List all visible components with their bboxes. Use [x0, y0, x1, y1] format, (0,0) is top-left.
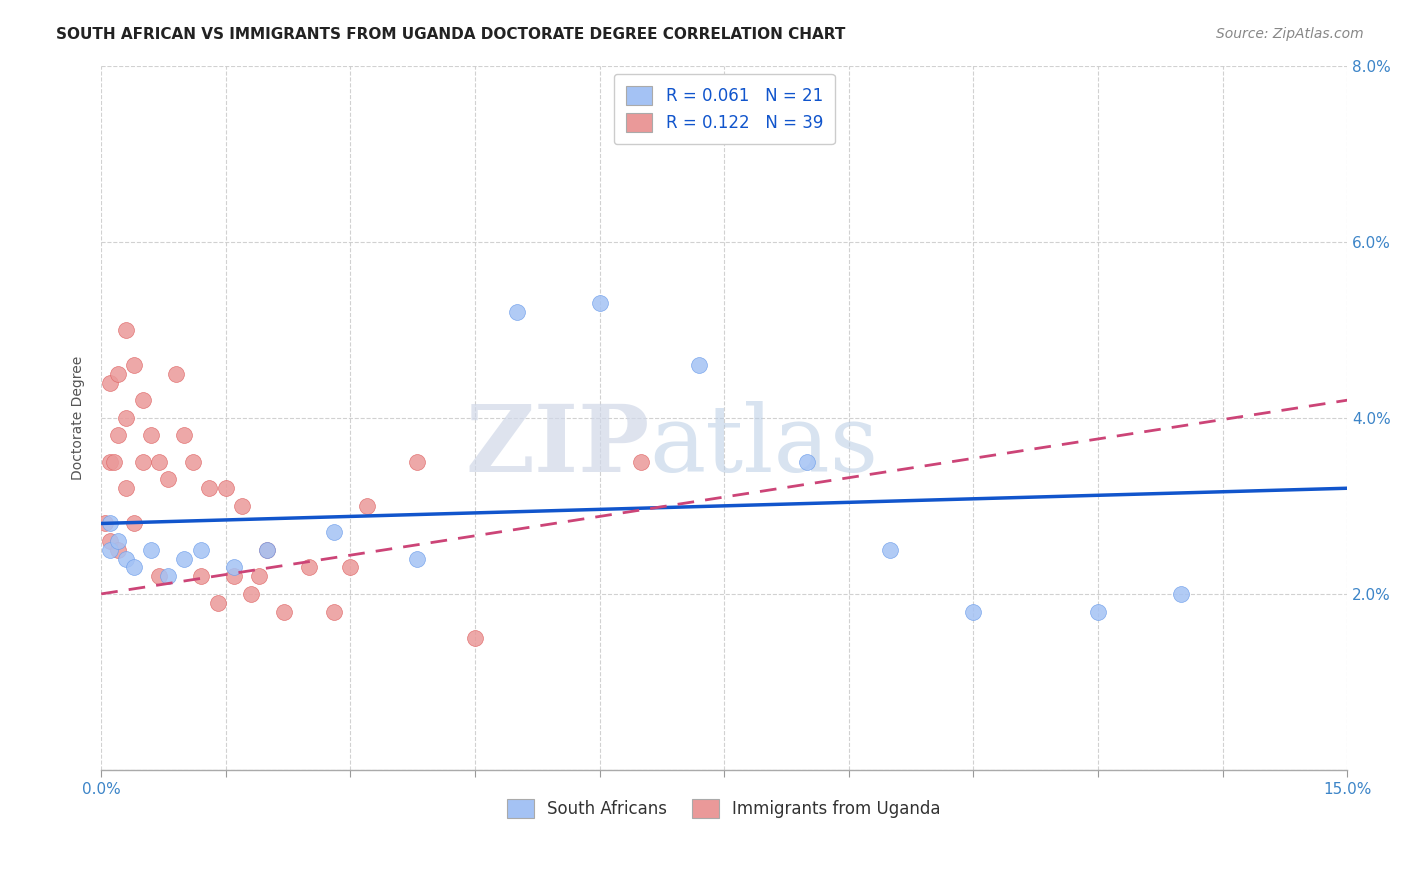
Point [231, 499, 253, 513]
Point [198, 481, 221, 495]
Text: ZIP: ZIP [465, 401, 650, 491]
Point [181, 455, 204, 469]
Point [207, 596, 229, 610]
Point [273, 605, 295, 619]
Point [356, 499, 378, 513]
Point [339, 560, 361, 574]
Point [107, 428, 129, 442]
Point [322, 605, 344, 619]
Point [115, 481, 138, 495]
Point [405, 455, 427, 469]
Text: SOUTH AFRICAN VS IMMIGRANTS FROM UGANDA DOCTORATE DEGREE CORRELATION CHART: SOUTH AFRICAN VS IMMIGRANTS FROM UGANDA … [56, 27, 845, 42]
Point [505, 305, 527, 319]
Point [630, 455, 652, 469]
Point [98, 376, 121, 390]
Point [588, 296, 610, 310]
Point [173, 551, 195, 566]
Point [298, 560, 321, 574]
Point [139, 428, 162, 442]
Point [224, 560, 246, 574]
Legend: South Africans, Immigrants from Uganda: South Africans, Immigrants from Uganda [501, 792, 948, 825]
Point [239, 587, 262, 601]
Point [1170, 587, 1192, 601]
Point [124, 560, 146, 574]
Point [115, 551, 138, 566]
Point [115, 323, 138, 337]
Point [107, 534, 129, 549]
Y-axis label: Doctorate Degree: Doctorate Degree [72, 356, 86, 480]
Point [156, 472, 179, 486]
Point [103, 455, 125, 469]
Point [879, 542, 901, 557]
Point [464, 631, 486, 645]
Text: atlas: atlas [650, 401, 879, 491]
Point [148, 455, 170, 469]
Point [796, 455, 818, 469]
Point [688, 358, 710, 372]
Point [139, 542, 162, 557]
Point [190, 569, 212, 583]
Point [190, 542, 212, 557]
Point [98, 534, 121, 549]
Point [256, 542, 278, 557]
Point [405, 551, 427, 566]
Point [256, 542, 278, 557]
Point [173, 428, 195, 442]
Point [132, 455, 155, 469]
Point [107, 542, 129, 557]
Point [224, 569, 246, 583]
Point [156, 569, 179, 583]
Point [247, 569, 270, 583]
Point [165, 367, 187, 381]
Point [215, 481, 238, 495]
Point [962, 605, 984, 619]
Point [115, 410, 138, 425]
Point [98, 516, 121, 531]
Point [94, 516, 117, 531]
Point [98, 542, 121, 557]
Point [124, 358, 146, 372]
Text: Source: ZipAtlas.com: Source: ZipAtlas.com [1216, 27, 1364, 41]
Point [1087, 605, 1109, 619]
Point [107, 367, 129, 381]
Point [98, 455, 121, 469]
Point [148, 569, 170, 583]
Point [322, 525, 344, 540]
Point [132, 393, 155, 408]
Point [124, 516, 146, 531]
